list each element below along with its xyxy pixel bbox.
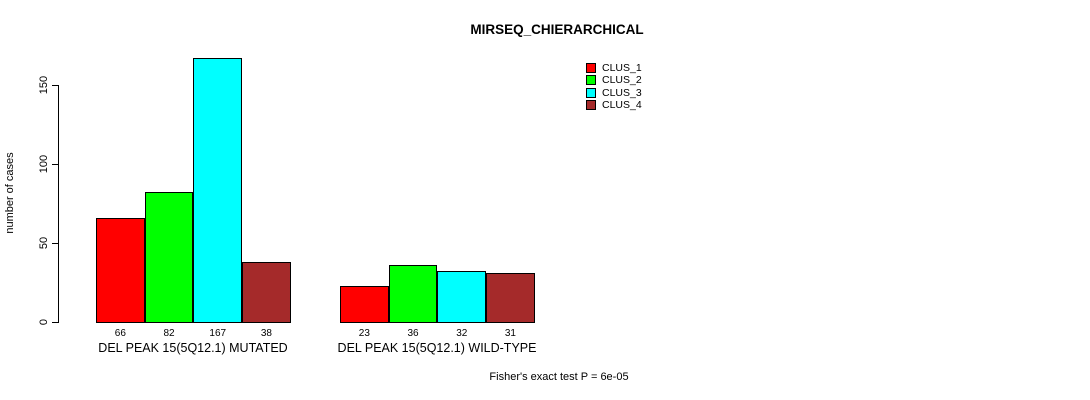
bar-clus_1 [96,218,145,323]
bar-clus_4 [242,262,291,323]
legend-item-clus_3: CLUS_3 [586,87,642,99]
legend-swatch [586,87,596,98]
y-tick-label: 50 [38,236,50,250]
bar-clus_3 [193,58,243,323]
y-tick-line [52,84,59,86]
bar-clus_4 [486,273,535,323]
bar-value-label: 38 [260,328,272,339]
y-tick-line [52,242,59,244]
bar-value-label: 32 [456,328,468,339]
y-tick-label: 0 [38,318,50,326]
chart-title: MIRSEQ_CHIERARCHICAL [470,22,644,37]
bar-clus_1 [340,286,389,323]
x-category-label-wild-type: DEL PEAK 15(5Q12.1) WILD-TYPE [337,341,537,355]
fisher-test-annotation: Fisher's exact test P = 6e-05 [489,371,629,383]
bar-value-label: 31 [504,328,516,339]
legend: CLUS_1 CLUS_2 CLUS_3 CLUS_4 [586,62,642,111]
bar-clus_2 [388,265,438,323]
bar-value-label: 36 [407,328,419,339]
bar-value-label: 82 [163,328,175,339]
legend-label: CLUS_1 [602,62,642,75]
legend-label: CLUS_2 [602,74,642,87]
bar-clus_2 [144,192,194,323]
legend-item-clus_2: CLUS_2 [586,74,642,86]
y-axis-line [58,85,59,323]
y-tick-line [52,163,59,165]
y-tick-label: 150 [38,75,50,95]
legend-swatch [586,75,596,86]
legend-swatch [586,100,596,111]
legend-item-clus_1: CLUS_1 [586,62,642,74]
bar-value-label: 167 [209,328,227,339]
bar-value-label: 66 [114,328,126,339]
y-tick-label: 100 [38,154,50,174]
x-category-label-mutated: DEL PEAK 15(5Q12.1) MUTATED [98,341,288,355]
legend-item-clus_4: CLUS_4 [586,99,642,111]
y-tick-line [52,321,59,323]
legend-swatch [586,63,596,74]
bar-clus_3 [437,271,487,323]
legend-label: CLUS_4 [602,99,642,112]
y-axis-label: number of cases [4,152,16,234]
legend-label: CLUS_3 [602,86,642,99]
bar-value-label: 23 [358,328,370,339]
